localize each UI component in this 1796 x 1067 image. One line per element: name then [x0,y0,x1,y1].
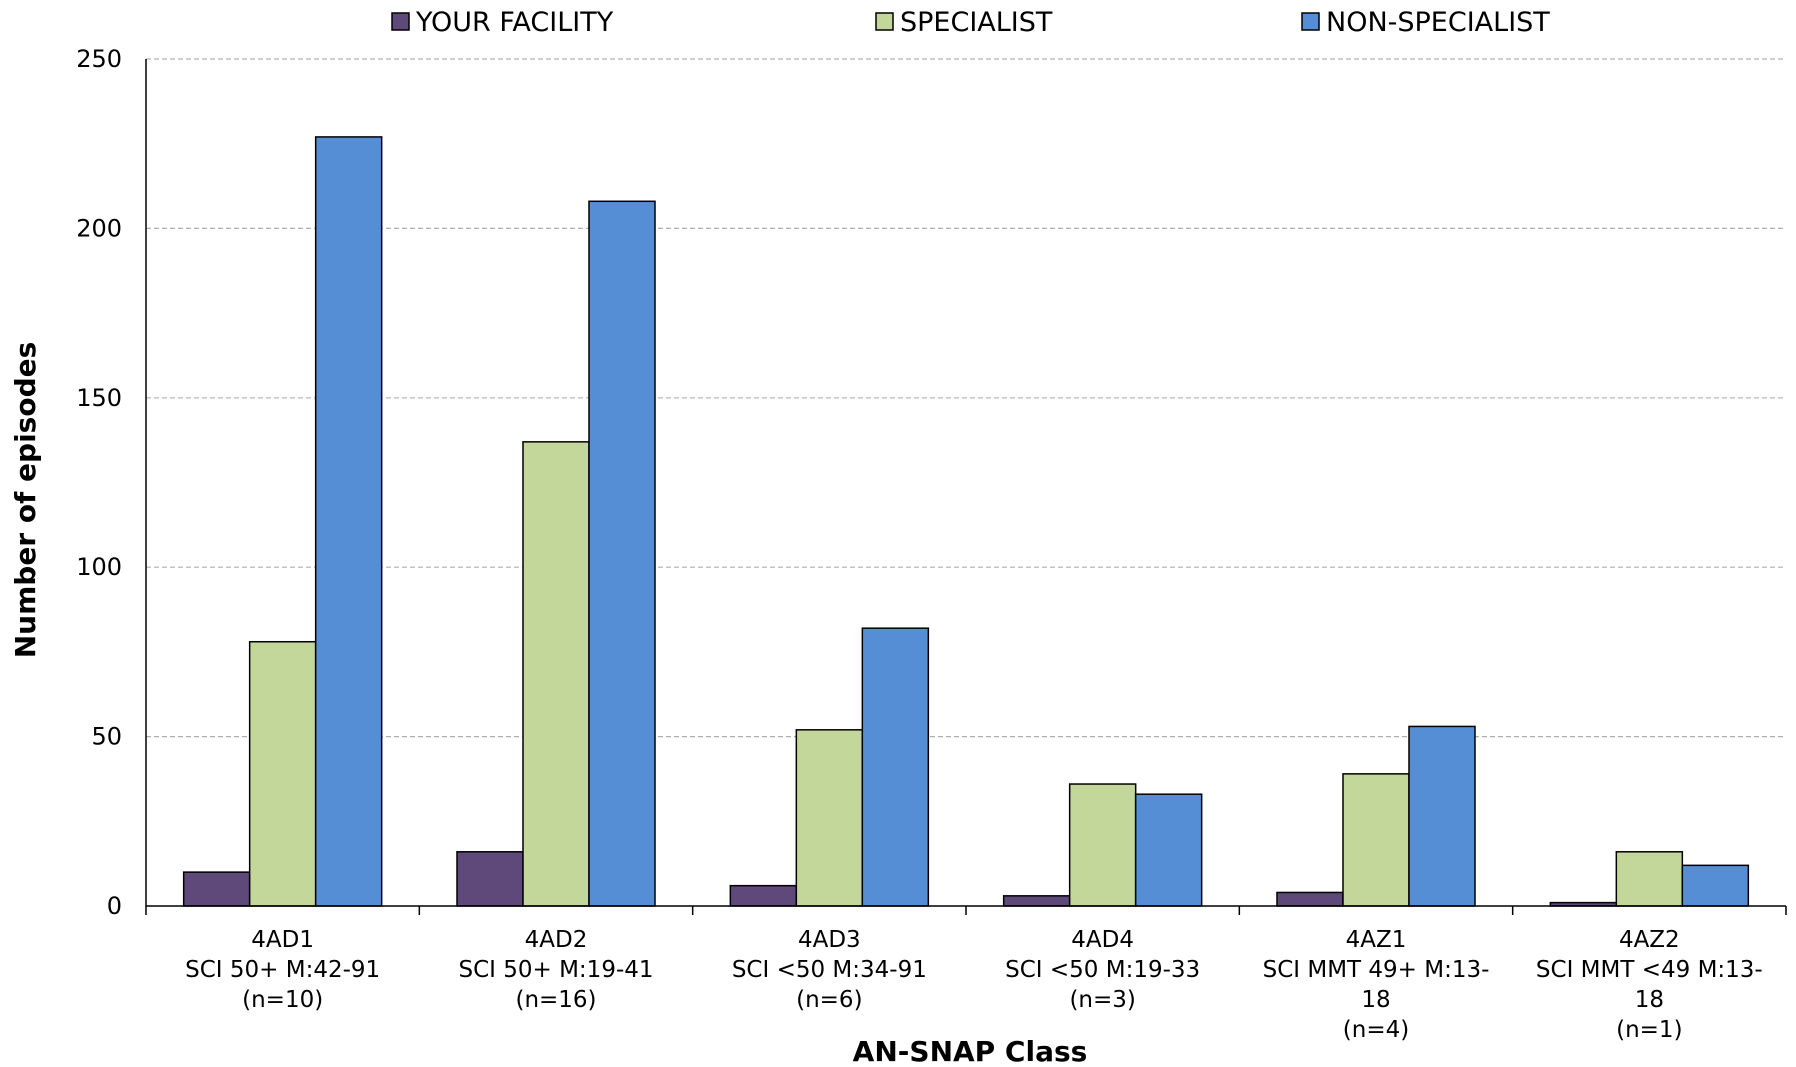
bar-your-facility-0 [182,871,251,907]
legend-swatch [1301,12,1320,31]
x-category-label-line: (n=10) [242,987,323,1013]
y-tick-labels: 0 50 100 150 200 250 [76,45,122,920]
bar-your-facility-1 [456,851,524,907]
legend: YOUR FACILITY SPECIALIST NON-SPECIALIST [391,7,1550,38]
x-category-label-line: SCI MMT 49+ M:13- [1263,957,1490,983]
bar-specialist-0 [248,640,317,907]
legend-label: SPECIALIST [900,7,1053,38]
x-category-label-line: SCI <50 M:19-33 [1005,957,1200,983]
x-category-label: 4AD4 SCI <50 M:19-33 (n=3) [1005,927,1200,1013]
bar-your-facility-2 [729,884,798,907]
x-category-label-line: SCI <50 M:34-91 [732,957,927,983]
gridlines [146,58,1786,738]
y-tick-label: 100 [76,553,122,581]
x-category-label-line: (n=6) [796,987,862,1013]
x-category-label: 4AZ1 SCI MMT 49+ M:13- 18 (n=4) [1263,927,1490,1043]
legend-label: NON-SPECIALIST [1326,7,1550,38]
x-category-label-line: (n=4) [1343,1017,1409,1043]
x-category-label-line: 4AD4 [1071,927,1134,953]
bar-non-specialist-5 [1681,864,1750,907]
legend-label: YOUR FACILITY [415,7,614,38]
legend-swatch [875,12,894,31]
x-category-label-line: 4AD3 [798,927,861,953]
x-axis-title: AN-SNAP Class [853,1035,1088,1067]
bars [182,136,1750,907]
x-category-labels: 4AD1 SCI 50+ M:42-91 (n=10) 4AD2 SCI 50+ M:1… [185,927,1763,1043]
bar-specialist-1 [522,441,590,907]
x-category-label-line: 4AD1 [251,927,314,953]
x-category-label: 4AD1 SCI 50+ M:42-91 (n=10) [185,927,380,1013]
y-tick-label: 50 [91,723,122,751]
bar-your-facility-3 [1002,895,1071,907]
x-category-label-line: 4AD2 [525,927,588,953]
bar-non-specialist-2 [861,627,930,907]
y-tick-label: 250 [76,45,122,73]
x-category-label-line: SCI 50+ M:19-41 [458,957,653,983]
x-category-label-line: 18 [1361,987,1390,1013]
x-category-label-line: 18 [1635,987,1664,1013]
bar-specialist-2 [795,729,864,907]
x-category-label-line: 4AZ2 [1619,927,1680,953]
bar-specialist-3 [1068,783,1137,907]
bar-non-specialist-0 [314,136,383,907]
legend-swatch [391,12,410,31]
x-category-label: 4AZ2 SCI MMT <49 M:13- 18 (n=1) [1536,927,1763,1043]
axes [145,59,1787,915]
y-tick-label: 0 [107,892,122,920]
x-category-label: 4AD2 SCI 50+ M:19-41 (n=16) [458,927,653,1013]
y-axis-title: Number of episodes [9,342,42,659]
x-category-label-line: (n=3) [1069,987,1135,1013]
y-tick-label: 200 [76,214,122,242]
bar-non-specialist-1 [588,200,656,907]
bar-specialist-5 [1615,851,1684,907]
y-tick-label: 150 [76,384,122,412]
x-category-label: 4AD3 SCI <50 M:34-91 (n=6) [732,927,927,1013]
bar-your-facility-4 [1276,891,1344,907]
x-category-label-line: SCI MMT <49 M:13- [1536,957,1763,983]
bar-non-specialist-4 [1408,725,1476,907]
x-category-label-line: (n=16) [515,987,596,1013]
x-category-label-line: (n=1) [1616,1017,1682,1043]
bar-non-specialist-3 [1134,793,1203,907]
x-category-label-line: SCI 50+ M:42-91 [185,957,380,983]
bar-specialist-4 [1342,773,1410,907]
x-category-label-line: 4AZ1 [1346,927,1407,953]
